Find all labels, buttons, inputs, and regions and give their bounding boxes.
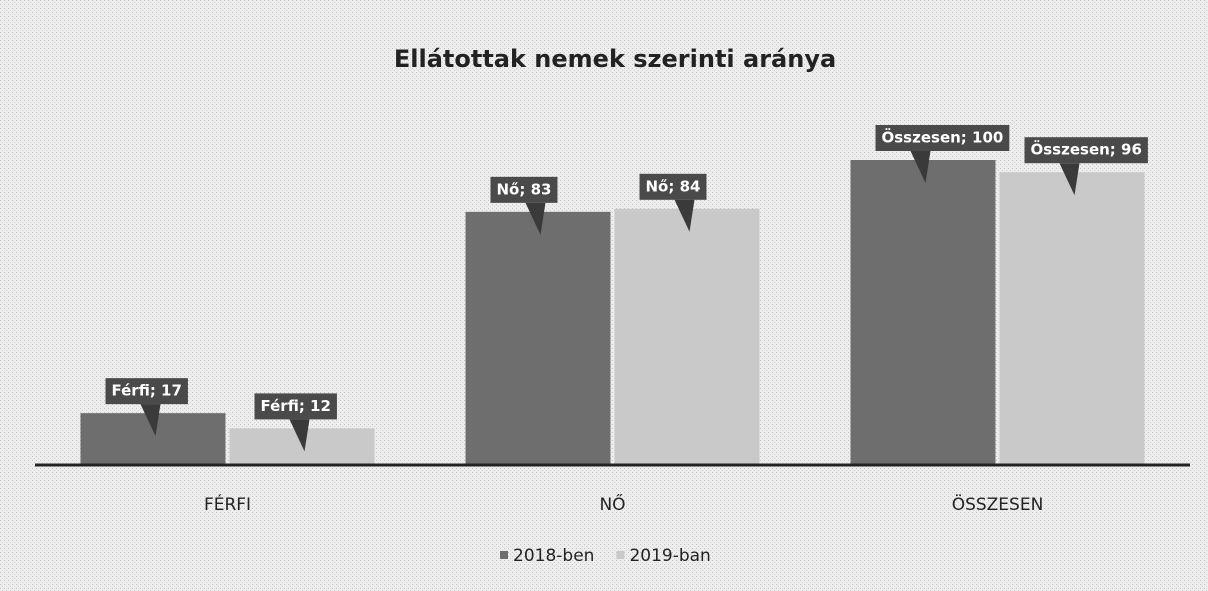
x-tick-label: NŐ <box>599 493 625 515</box>
chart-title: Ellátottak nemek szerinti aránya <box>394 45 836 73</box>
label-box <box>875 125 1010 151</box>
value-label: Összesen; 100 <box>882 128 1004 147</box>
label-box <box>490 176 558 203</box>
label-box <box>1024 137 1148 164</box>
bar <box>465 211 611 465</box>
bar <box>614 208 760 466</box>
legend-label: 2018-ben <box>513 546 594 566</box>
data-label: Összesen; 96 <box>1024 137 1148 196</box>
bar <box>999 172 1145 465</box>
legend-label: 2019-ban <box>629 546 710 566</box>
data-label: Nő; 83 <box>490 176 558 235</box>
value-label: Nő; 83 <box>497 180 552 198</box>
label-pointer <box>910 151 931 183</box>
label-pointer <box>289 419 310 452</box>
data-label: Nő; 84 <box>639 173 707 232</box>
bar <box>850 160 996 465</box>
label-box <box>105 378 188 405</box>
legend-swatch <box>500 551 508 559</box>
value-label: Férfi; 12 <box>261 397 331 415</box>
label-box <box>254 393 337 420</box>
value-label: Nő; 84 <box>646 177 701 195</box>
data-label: Férfi; 12 <box>254 393 337 452</box>
label-box <box>639 173 707 200</box>
value-label: Férfi; 17 <box>112 382 182 400</box>
data-label: Összesen; 100 <box>875 125 1010 183</box>
x-tick-label: ÖSSZESEN <box>952 493 1044 515</box>
data-label: Férfi; 17 <box>105 378 188 437</box>
x-tick-label: FÉRFI <box>204 493 251 515</box>
value-label: Összesen; 96 <box>1031 140 1142 159</box>
label-pointer <box>140 404 161 437</box>
label-pointer <box>674 199 695 232</box>
label-pointer <box>1059 163 1080 196</box>
legend-swatch <box>616 551 625 559</box>
label-pointer <box>525 202 546 235</box>
